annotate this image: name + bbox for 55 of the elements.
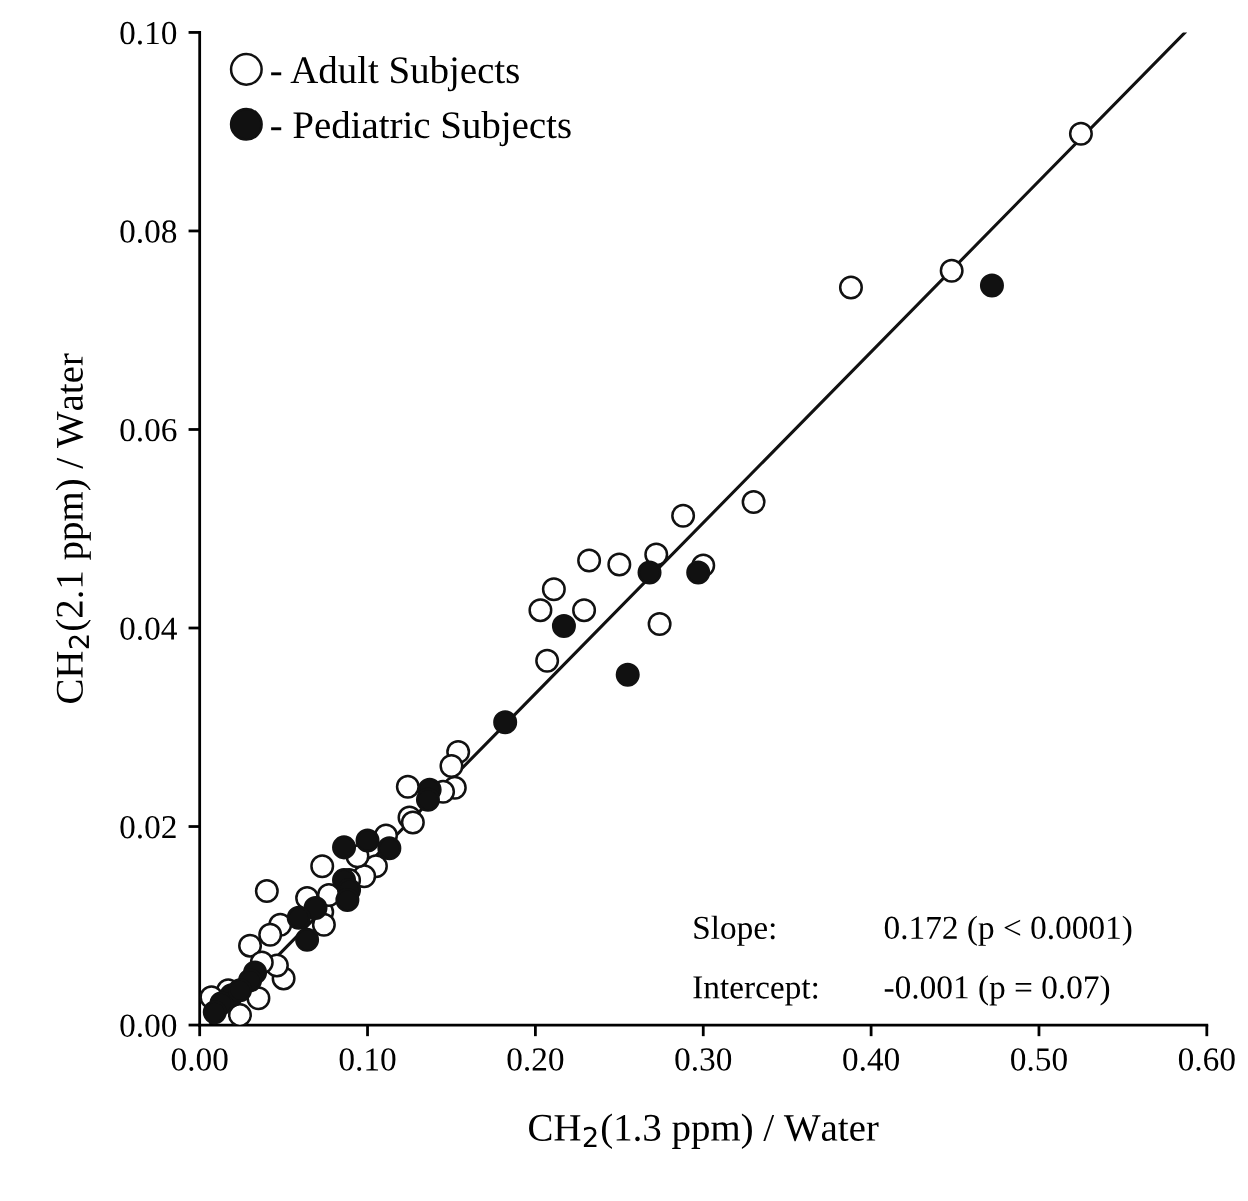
point: [551, 614, 576, 639]
point: [647, 612, 672, 637]
point: [577, 548, 602, 573]
point: [286, 905, 311, 930]
point: [258, 922, 283, 947]
point: [493, 710, 518, 735]
x-tick-label: 0.00: [171, 1048, 228, 1071]
point: [615, 662, 640, 687]
point: [939, 258, 964, 283]
point: [377, 836, 402, 861]
point: [238, 933, 263, 958]
point: [644, 542, 669, 567]
annotation: 0.172 (p < 0.0001): [884, 915, 1132, 946]
point: [686, 560, 711, 585]
y-tick-label: 0.04: [120, 617, 177, 641]
annotation: Intercept:: [693, 976, 818, 1006]
point: [395, 774, 420, 799]
y-axis-title: CH$_{2}$(2.1 ppm) / Water: [55, 353, 91, 703]
point: [572, 598, 597, 623]
point: [741, 489, 766, 514]
point: [332, 835, 357, 860]
point: [637, 560, 662, 585]
point: [400, 810, 425, 835]
y-tick-label: 0.06: [120, 418, 177, 442]
point: [1068, 121, 1093, 146]
y-tick-label: 0.08: [120, 220, 177, 243]
point: [202, 1000, 227, 1025]
point: [838, 275, 863, 300]
annotation: -0.001 (p = 0.07): [884, 975, 1110, 1006]
point: [227, 1003, 252, 1026]
legend-label: - Adult Subjects: [271, 56, 519, 92]
point: [535, 648, 560, 673]
point: [295, 927, 320, 952]
point: [541, 577, 566, 602]
point: [979, 273, 1004, 298]
y-tick-label: 0.02: [120, 815, 176, 839]
x-tick-label: 0.50: [1011, 1048, 1067, 1071]
point: [254, 879, 279, 904]
point: [355, 828, 380, 853]
legend-label: - Pediatric Subjects: [271, 110, 571, 147]
x-tick-label: 0.40: [843, 1048, 899, 1071]
point: [607, 552, 632, 577]
x-tick-label: 0.10: [339, 1048, 396, 1071]
x-tick-label: 0.60: [1178, 1048, 1235, 1071]
x-axis-title: CH$_{2}$(1.3 ppm) / Water: [529, 1113, 879, 1149]
x-tick-label: 0.30: [675, 1048, 732, 1071]
point: [671, 503, 696, 528]
y-tick-label: 0.00: [120, 1014, 177, 1038]
x-tick-label: 0.20: [507, 1048, 564, 1071]
y-tick-label: 0.10: [120, 21, 177, 45]
point: [310, 854, 335, 879]
point: [227, 978, 252, 1003]
point: [439, 753, 464, 778]
annotation: Slope:: [694, 915, 775, 946]
point: [528, 598, 553, 623]
